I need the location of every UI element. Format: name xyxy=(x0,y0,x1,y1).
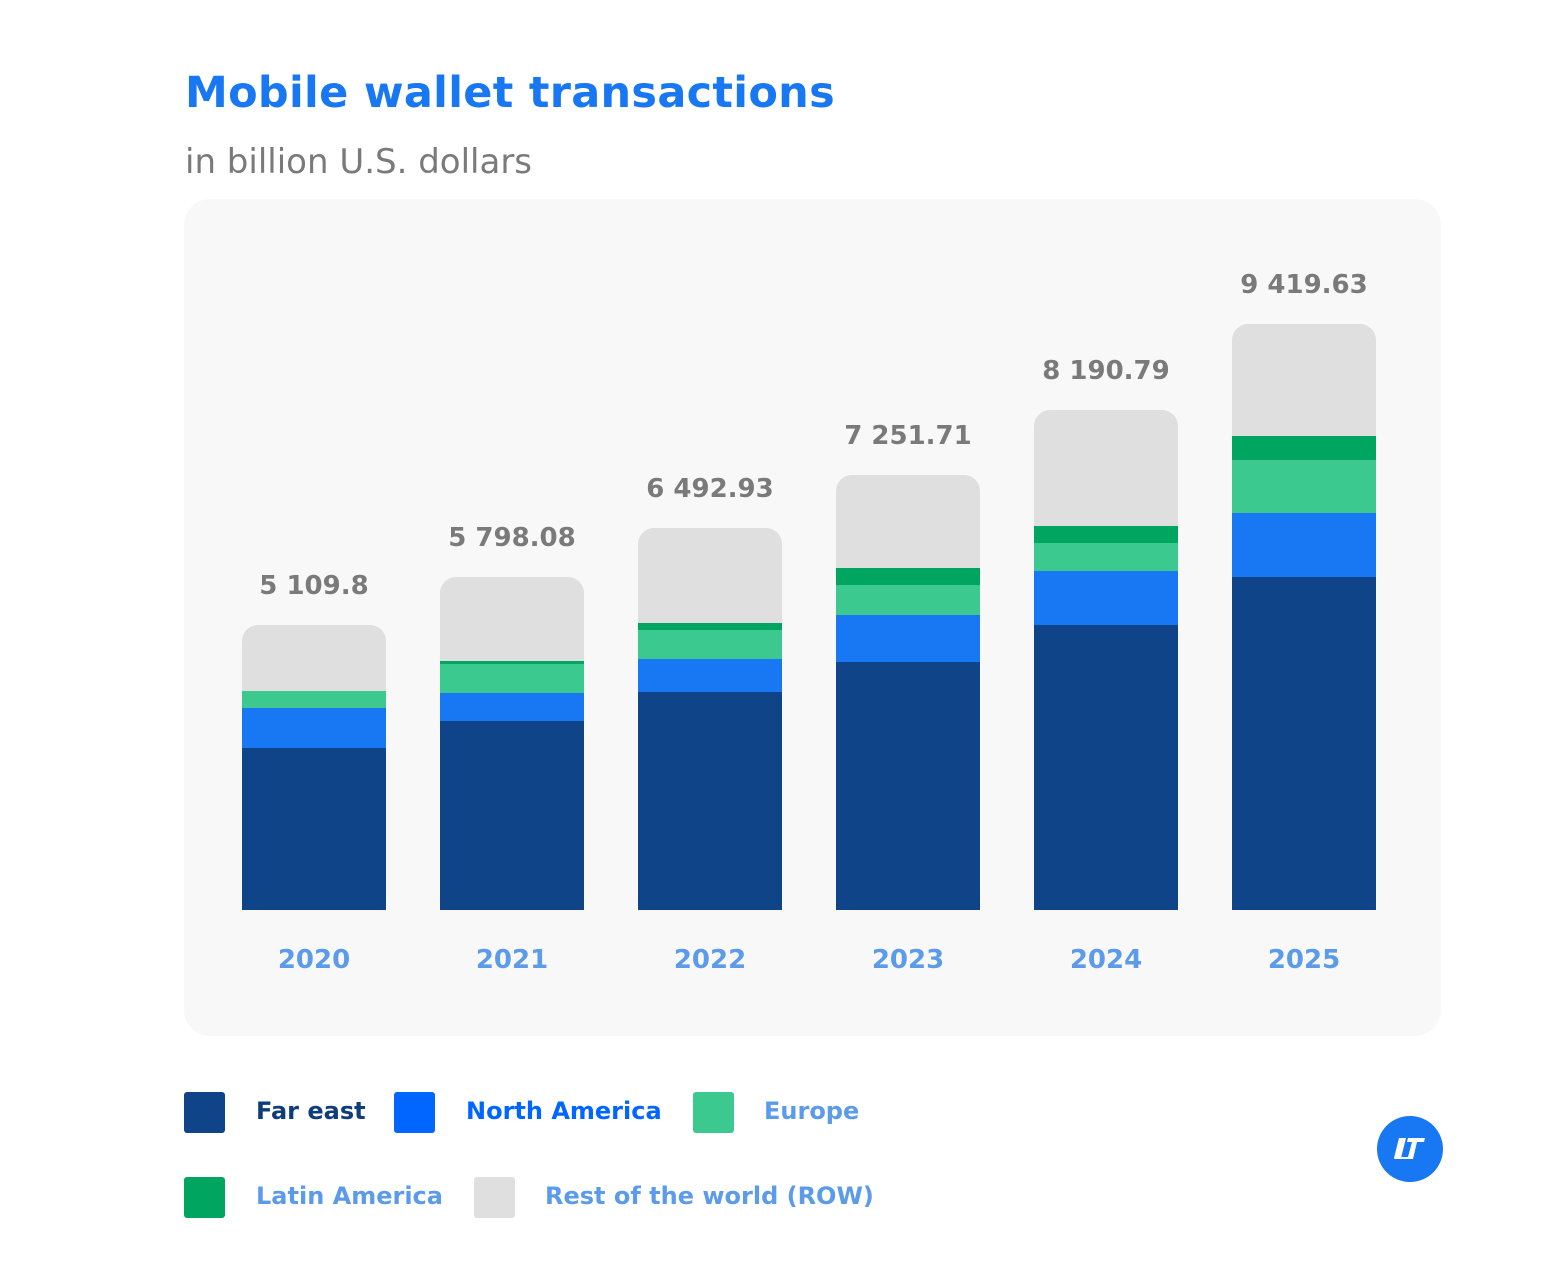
bar-segment-2020-north-america xyxy=(242,708,386,749)
x-tick-label: 2022 xyxy=(673,945,747,975)
bar-segment-2024-rest-of-the-world-row- xyxy=(1034,409,1178,526)
bar-2023 xyxy=(836,475,980,910)
bar-segment-2021-north-america xyxy=(440,693,584,721)
total-label: 5 798.08 xyxy=(448,522,576,553)
total-label: 8 190.79 xyxy=(1042,355,1170,386)
legend-swatch xyxy=(394,1092,435,1133)
legend-label: North America xyxy=(466,1097,662,1125)
bar-segment-2024-latin-america xyxy=(1034,525,1178,543)
bar-segment-2023-far-east xyxy=(836,661,980,910)
bar-segment-2022-far-east xyxy=(638,692,782,910)
bar-segment-2022-rest-of-the-world-row- xyxy=(638,528,782,623)
legend-swatch xyxy=(184,1177,225,1218)
brand-logo-icon xyxy=(1377,1116,1443,1182)
total-label: 5 109.8 xyxy=(259,570,369,601)
total-label: 9 419.63 xyxy=(1240,269,1368,300)
bar-segment-2021-rest-of-the-world-row- xyxy=(440,576,584,662)
bar-segment-2020-europe xyxy=(242,691,386,709)
bar-segment-2022-latin-america xyxy=(638,622,782,630)
x-tick-label: 2020 xyxy=(277,945,351,975)
legend-swatch xyxy=(474,1177,515,1218)
bar-segment-2021-europe xyxy=(440,664,584,694)
bar-segment-2023-north-america xyxy=(836,615,980,662)
total-label: 6 492.93 xyxy=(646,474,774,505)
x-tick-label: 2023 xyxy=(871,945,945,975)
bar-segment-2022-north-america xyxy=(638,658,782,693)
x-tick-label: 2025 xyxy=(1267,945,1341,975)
chart-title: Mobile wallet transactions xyxy=(185,68,835,118)
bar-segment-2025-far-east xyxy=(1232,576,1376,910)
bar-2025 xyxy=(1232,324,1376,910)
legend-label: Europe xyxy=(764,1097,860,1125)
legend-swatch xyxy=(693,1092,734,1133)
bar-segment-2025-rest-of-the-world-row- xyxy=(1232,324,1376,436)
bar-segment-2023-rest-of-the-world-row- xyxy=(836,475,980,568)
bar-segment-2020-far-east xyxy=(242,748,386,910)
bar-segment-2021-latin-america xyxy=(440,661,584,665)
legend-label: Far east xyxy=(256,1097,366,1125)
legend-swatch xyxy=(184,1092,225,1133)
chart-subtitle: in billion U.S. dollars xyxy=(185,142,533,182)
bar-segment-2022-europe xyxy=(638,629,782,659)
bar-2024 xyxy=(1034,409,1178,910)
bar-segment-2024-far-east xyxy=(1034,624,1178,910)
legend-label: Rest of the world (ROW) xyxy=(545,1182,874,1210)
bar-segment-2025-north-america xyxy=(1232,512,1376,577)
bar-segment-2023-latin-america xyxy=(836,567,980,585)
bar-segment-2020-rest-of-the-world-row- xyxy=(242,625,386,692)
legend-label: Latin America xyxy=(256,1182,443,1210)
x-tick-label: 2024 xyxy=(1069,945,1143,975)
bar-segment-2025-latin-america xyxy=(1232,435,1376,460)
bar-2022 xyxy=(638,528,782,910)
bar-segment-2024-europe xyxy=(1034,542,1178,571)
plot-area xyxy=(184,199,1441,1036)
bar-segment-2025-europe xyxy=(1232,459,1376,513)
bar-2021 xyxy=(440,576,584,910)
x-tick-label: 2021 xyxy=(475,945,549,975)
bar-segment-2024-north-america xyxy=(1034,570,1178,625)
bar-2020 xyxy=(242,625,386,910)
bar-segment-2023-europe xyxy=(836,584,980,616)
bar-segment-2021-far-east xyxy=(440,720,584,910)
total-label: 7 251.71 xyxy=(844,421,972,452)
